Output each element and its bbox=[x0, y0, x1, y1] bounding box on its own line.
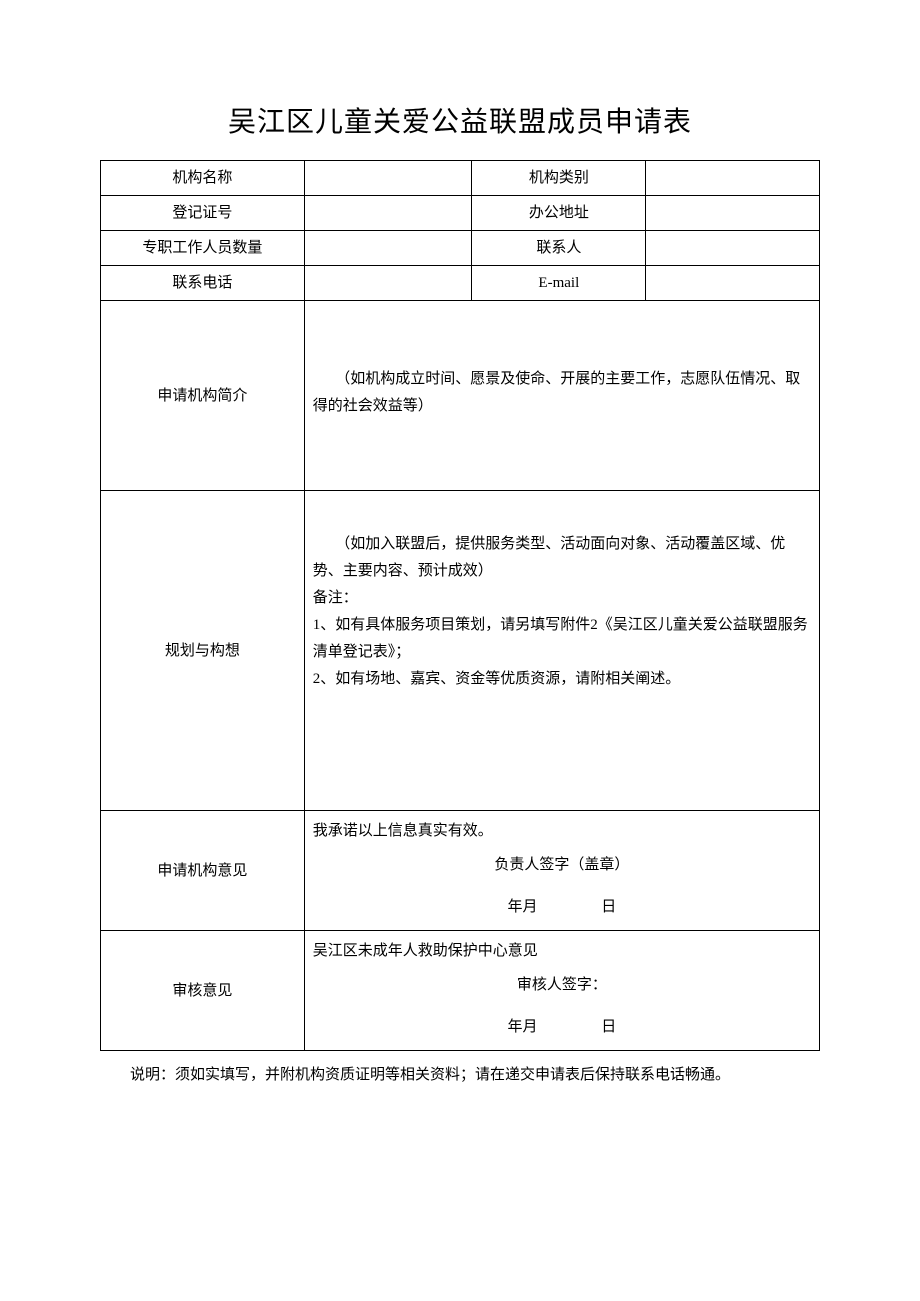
applicant-sign-label: 负责人签字（盖章） bbox=[313, 853, 811, 877]
label-plan: 规划与构想 bbox=[101, 491, 305, 811]
applicant-day: 日 bbox=[601, 899, 616, 915]
input-office-addr[interactable] bbox=[646, 196, 820, 231]
plan-note-label: 备注： bbox=[313, 585, 811, 612]
label-staff-count: 专职工作人员数量 bbox=[101, 231, 305, 266]
review-date-line: 年月 日 bbox=[313, 1015, 811, 1039]
label-org-intro: 申请机构简介 bbox=[101, 301, 305, 491]
input-applicant-opinion[interactable]: 我承诺以上信息真实有效。 负责人签字（盖章） 年月 日 bbox=[304, 811, 819, 931]
form-footnote: 说明：须如实填写，并附机构资质证明等相关资料；请在递交申请表后保持联系电话畅通。 bbox=[100, 1063, 820, 1087]
label-review-opinion: 审核意见 bbox=[101, 931, 305, 1051]
applicant-date-line: 年月 日 bbox=[313, 895, 811, 919]
input-staff-count[interactable] bbox=[304, 231, 472, 266]
review-sign-label: 审核人签字： bbox=[313, 973, 811, 997]
commitment-text: 我承诺以上信息真实有效。 bbox=[313, 819, 811, 843]
label-email: E-mail bbox=[472, 266, 646, 301]
input-reg-no[interactable] bbox=[304, 196, 472, 231]
label-org-name: 机构名称 bbox=[101, 161, 305, 196]
input-org-name[interactable] bbox=[304, 161, 472, 196]
application-form-table: 机构名称 机构类别 登记证号 办公地址 专职工作人员数量 联系人 联系电话 E-… bbox=[100, 160, 820, 1051]
input-phone[interactable] bbox=[304, 266, 472, 301]
input-org-intro[interactable]: （如机构成立时间、愿景及使命、开展的主要工作，志愿队伍情况、取得的社会效益等） bbox=[304, 301, 819, 491]
label-office-addr: 办公地址 bbox=[472, 196, 646, 231]
input-org-type[interactable] bbox=[646, 161, 820, 196]
input-review-opinion[interactable]: 吴江区未成年人救助保护中心意见 审核人签字： 年月 日 bbox=[304, 931, 819, 1051]
applicant-year-month: 年月 bbox=[507, 899, 537, 915]
label-org-type: 机构类别 bbox=[472, 161, 646, 196]
label-contact-person: 联系人 bbox=[472, 231, 646, 266]
review-year-month: 年月 bbox=[507, 1019, 537, 1035]
intro-placeholder-text: （如机构成立时间、愿景及使命、开展的主要工作，志愿队伍情况、取得的社会效益等） bbox=[313, 366, 811, 420]
input-contact-person[interactable] bbox=[646, 231, 820, 266]
input-plan[interactable]: （如加入联盟后，提供服务类型、活动面向对象、活动覆盖区域、优势、主要内容、预计成… bbox=[304, 491, 819, 811]
review-day: 日 bbox=[601, 1019, 616, 1035]
label-applicant-opinion: 申请机构意见 bbox=[101, 811, 305, 931]
plan-note1: 1、如有具体服务项目策划，请另填写附件2《吴江区儿童关爱公益联盟服务清单登记表》… bbox=[313, 612, 811, 666]
plan-line1: （如加入联盟后，提供服务类型、活动面向对象、活动覆盖区域、优势、主要内容、预计成… bbox=[313, 531, 811, 585]
form-title: 吴江区儿童关爱公益联盟成员申请表 bbox=[100, 100, 820, 140]
label-phone: 联系电话 bbox=[101, 266, 305, 301]
plan-note2: 2、如有场地、嘉宾、资金等优质资源，请附相关阐述。 bbox=[313, 666, 811, 693]
label-reg-no: 登记证号 bbox=[101, 196, 305, 231]
review-center-opinion: 吴江区未成年人救助保护中心意见 bbox=[313, 939, 811, 963]
input-email[interactable] bbox=[646, 266, 820, 301]
